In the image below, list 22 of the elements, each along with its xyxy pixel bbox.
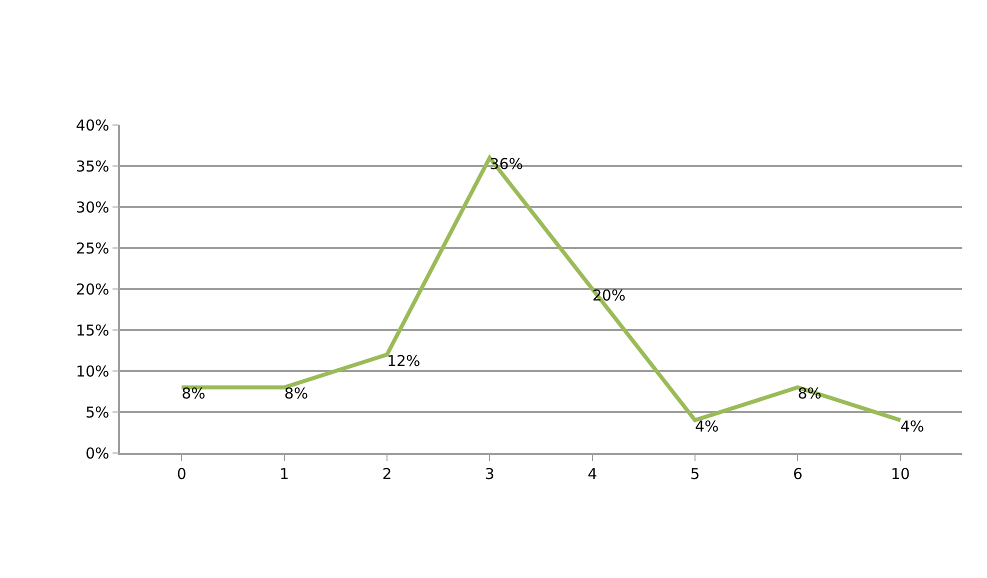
x-tick-label: 10 — [890, 464, 910, 483]
text: 4% — [900, 417, 924, 436]
text: 8% — [284, 384, 308, 403]
x-tick-label: 2 — [382, 464, 392, 483]
text: 12% — [386, 352, 420, 370]
y-tick-label: 30% — [76, 198, 110, 216]
y-tick-label: 40% — [76, 116, 110, 134]
x-tick-label: 6 — [792, 464, 802, 483]
x-tick-label: 0 — [176, 464, 186, 483]
x-tick-label: 3 — [484, 464, 494, 483]
y-tick-label: 25% — [76, 239, 110, 258]
x-tick-label: 1 — [280, 464, 290, 483]
text: 4% — [695, 417, 719, 436]
text: 8% — [182, 384, 206, 403]
y-tick-label: 0% — [85, 444, 110, 462]
y-tick-label: 35% — [76, 157, 110, 176]
x-tick-label: 4 — [588, 464, 598, 483]
y-tick-label: 10% — [76, 362, 110, 380]
y-tick-label: 15% — [76, 321, 110, 340]
y-tick-label: 20% — [76, 280, 110, 298]
y-tick-label: 5% — [85, 403, 110, 422]
x-tick-label: 5 — [690, 464, 700, 483]
